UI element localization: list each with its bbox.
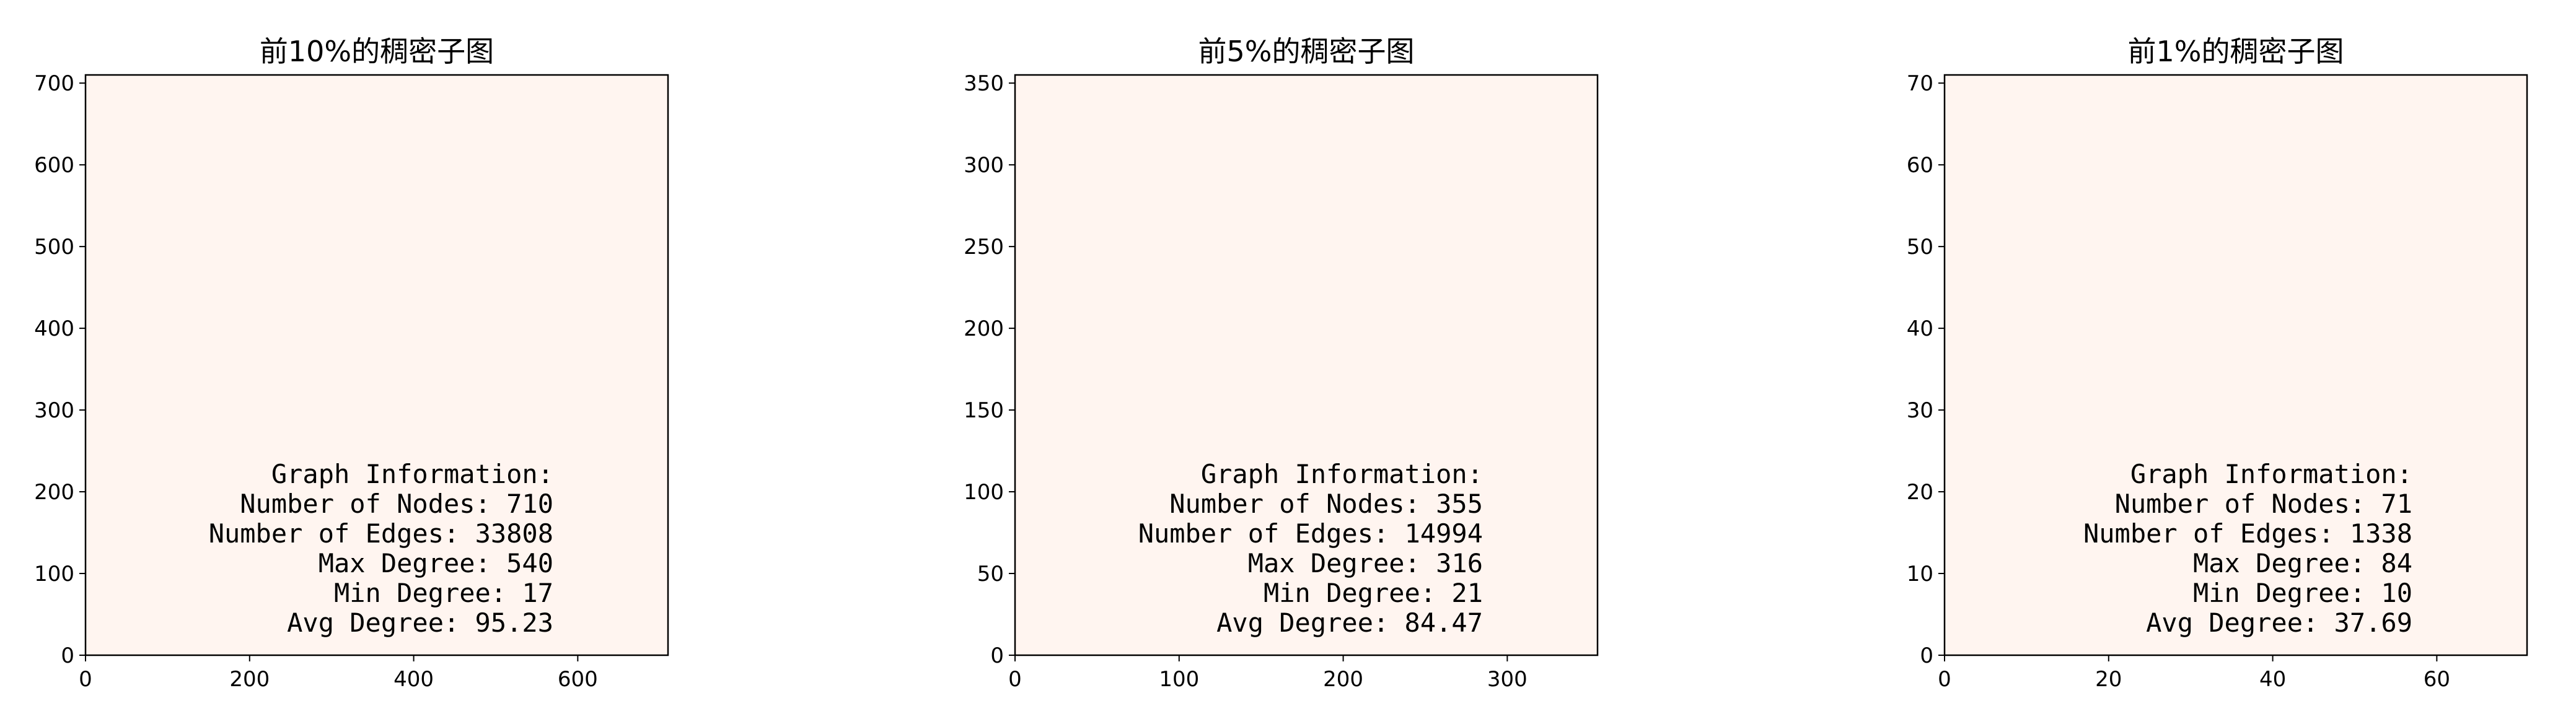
chart-title: 前10%的稠密子图 [260, 35, 494, 68]
y-tick-label: 400 [34, 316, 74, 341]
y-tick-label: 100 [964, 480, 1004, 505]
y-tick-label: 10 [1907, 562, 1933, 586]
info-annotation-line: Avg Degree: 95.23 [287, 608, 553, 638]
x-tick-label: 0 [1938, 667, 1951, 692]
y-tick-label: 500 [34, 235, 74, 259]
y-tick-label: 50 [1907, 235, 1933, 259]
subplot-2: 0 100 200 300 0 50 100 150 200 250 300 350 前5%的稠密子图 G… [964, 35, 1599, 692]
heatmap-area [86, 75, 668, 655]
x-tick-label: 300 [1487, 667, 1528, 692]
axes-frame [1014, 74, 1599, 656]
y-tick-label: 0 [990, 643, 1004, 668]
x-tick-label: 100 [1159, 667, 1199, 692]
y-tick-label: 700 [34, 71, 74, 96]
info-annotation-line: Number of Edges: 1338 [2083, 518, 2412, 549]
info-annotation-line: Max Degree: 84 [2193, 548, 2412, 578]
y-tick-label: 600 [34, 153, 74, 178]
y-tick-label: 20 [1907, 480, 1933, 505]
info-annotation-line: Min Degree: 21 [1264, 578, 1483, 608]
info-annotation-line: Avg Degree: 84.47 [1216, 608, 1483, 638]
y-tick-label: 200 [34, 480, 74, 505]
y-tick-label: 0 [1920, 643, 1933, 668]
x-tick-label: 400 [393, 667, 434, 692]
x-tick-label: 0 [1008, 667, 1022, 692]
subplot-1: 0 200 400 600 0 100 200 300 400 500 600 700 前10%的稠密子… [34, 35, 669, 692]
info-annotation-line: Number of Nodes: 355 [1169, 489, 1483, 519]
y-tick-label: 50 [977, 562, 1004, 586]
y-tick-label: 0 [61, 643, 74, 668]
info-annotation-line: Number of Nodes: 710 [240, 489, 553, 519]
info-annotation-line: Number of Edges: 33808 [209, 518, 553, 549]
subplot-3: 0 20 40 60 0 10 20 30 40 50 60 70 前1%的稠密子图 Graph Info… [1907, 35, 2528, 692]
info-annotation-line: Avg Degree: 37.69 [2146, 608, 2412, 638]
heatmap-area [1015, 75, 1598, 655]
y-tick-label: 150 [964, 398, 1004, 423]
y-tick-label: 250 [964, 235, 1004, 259]
chart-title: 前1%的稠密子图 [2128, 35, 2344, 68]
y-tick-label: 300 [964, 153, 1004, 178]
info-annotation-line: Max Degree: 540 [319, 548, 553, 578]
x-tick-label: 60 [2424, 667, 2450, 692]
y-tick-label: 30 [1907, 398, 1933, 423]
chart-title: 前5%的稠密子图 [1198, 35, 1415, 68]
info-annotation-line: Min Degree: 17 [334, 578, 553, 608]
y-tick-label: 60 [1907, 153, 1933, 178]
x-tick-label: 200 [1323, 667, 1363, 692]
y-tick-label: 350 [964, 71, 1004, 96]
y-tick-label: 70 [1907, 71, 1933, 96]
info-annotation-line: Number of Nodes: 71 [2115, 489, 2412, 519]
x-tick-label: 200 [229, 667, 270, 692]
info-annotation-line: Min Degree: 10 [2193, 578, 2412, 608]
y-tick-label: 300 [34, 398, 74, 423]
x-tick-label: 0 [79, 667, 92, 692]
axes-frame [84, 74, 669, 656]
y-tick-label: 40 [1907, 316, 1933, 341]
heatmap-area [1945, 75, 2527, 655]
info-annotation-line: Number of Edges: 14994 [1138, 518, 1483, 549]
x-tick-label: 40 [2259, 667, 2286, 692]
info-annotation-line: Graph Information: [1201, 459, 1483, 489]
axes-frame [1943, 74, 2528, 656]
info-annotation-line: Graph Information: [271, 459, 553, 489]
info-annotation-line: Max Degree: 316 [1248, 548, 1483, 578]
info-annotation-line: Graph Information: [2130, 459, 2412, 489]
y-tick-label: 100 [34, 562, 74, 586]
x-tick-label: 20 [2095, 667, 2122, 692]
x-tick-label: 600 [558, 667, 598, 692]
y-tick-label: 200 [964, 316, 1004, 341]
